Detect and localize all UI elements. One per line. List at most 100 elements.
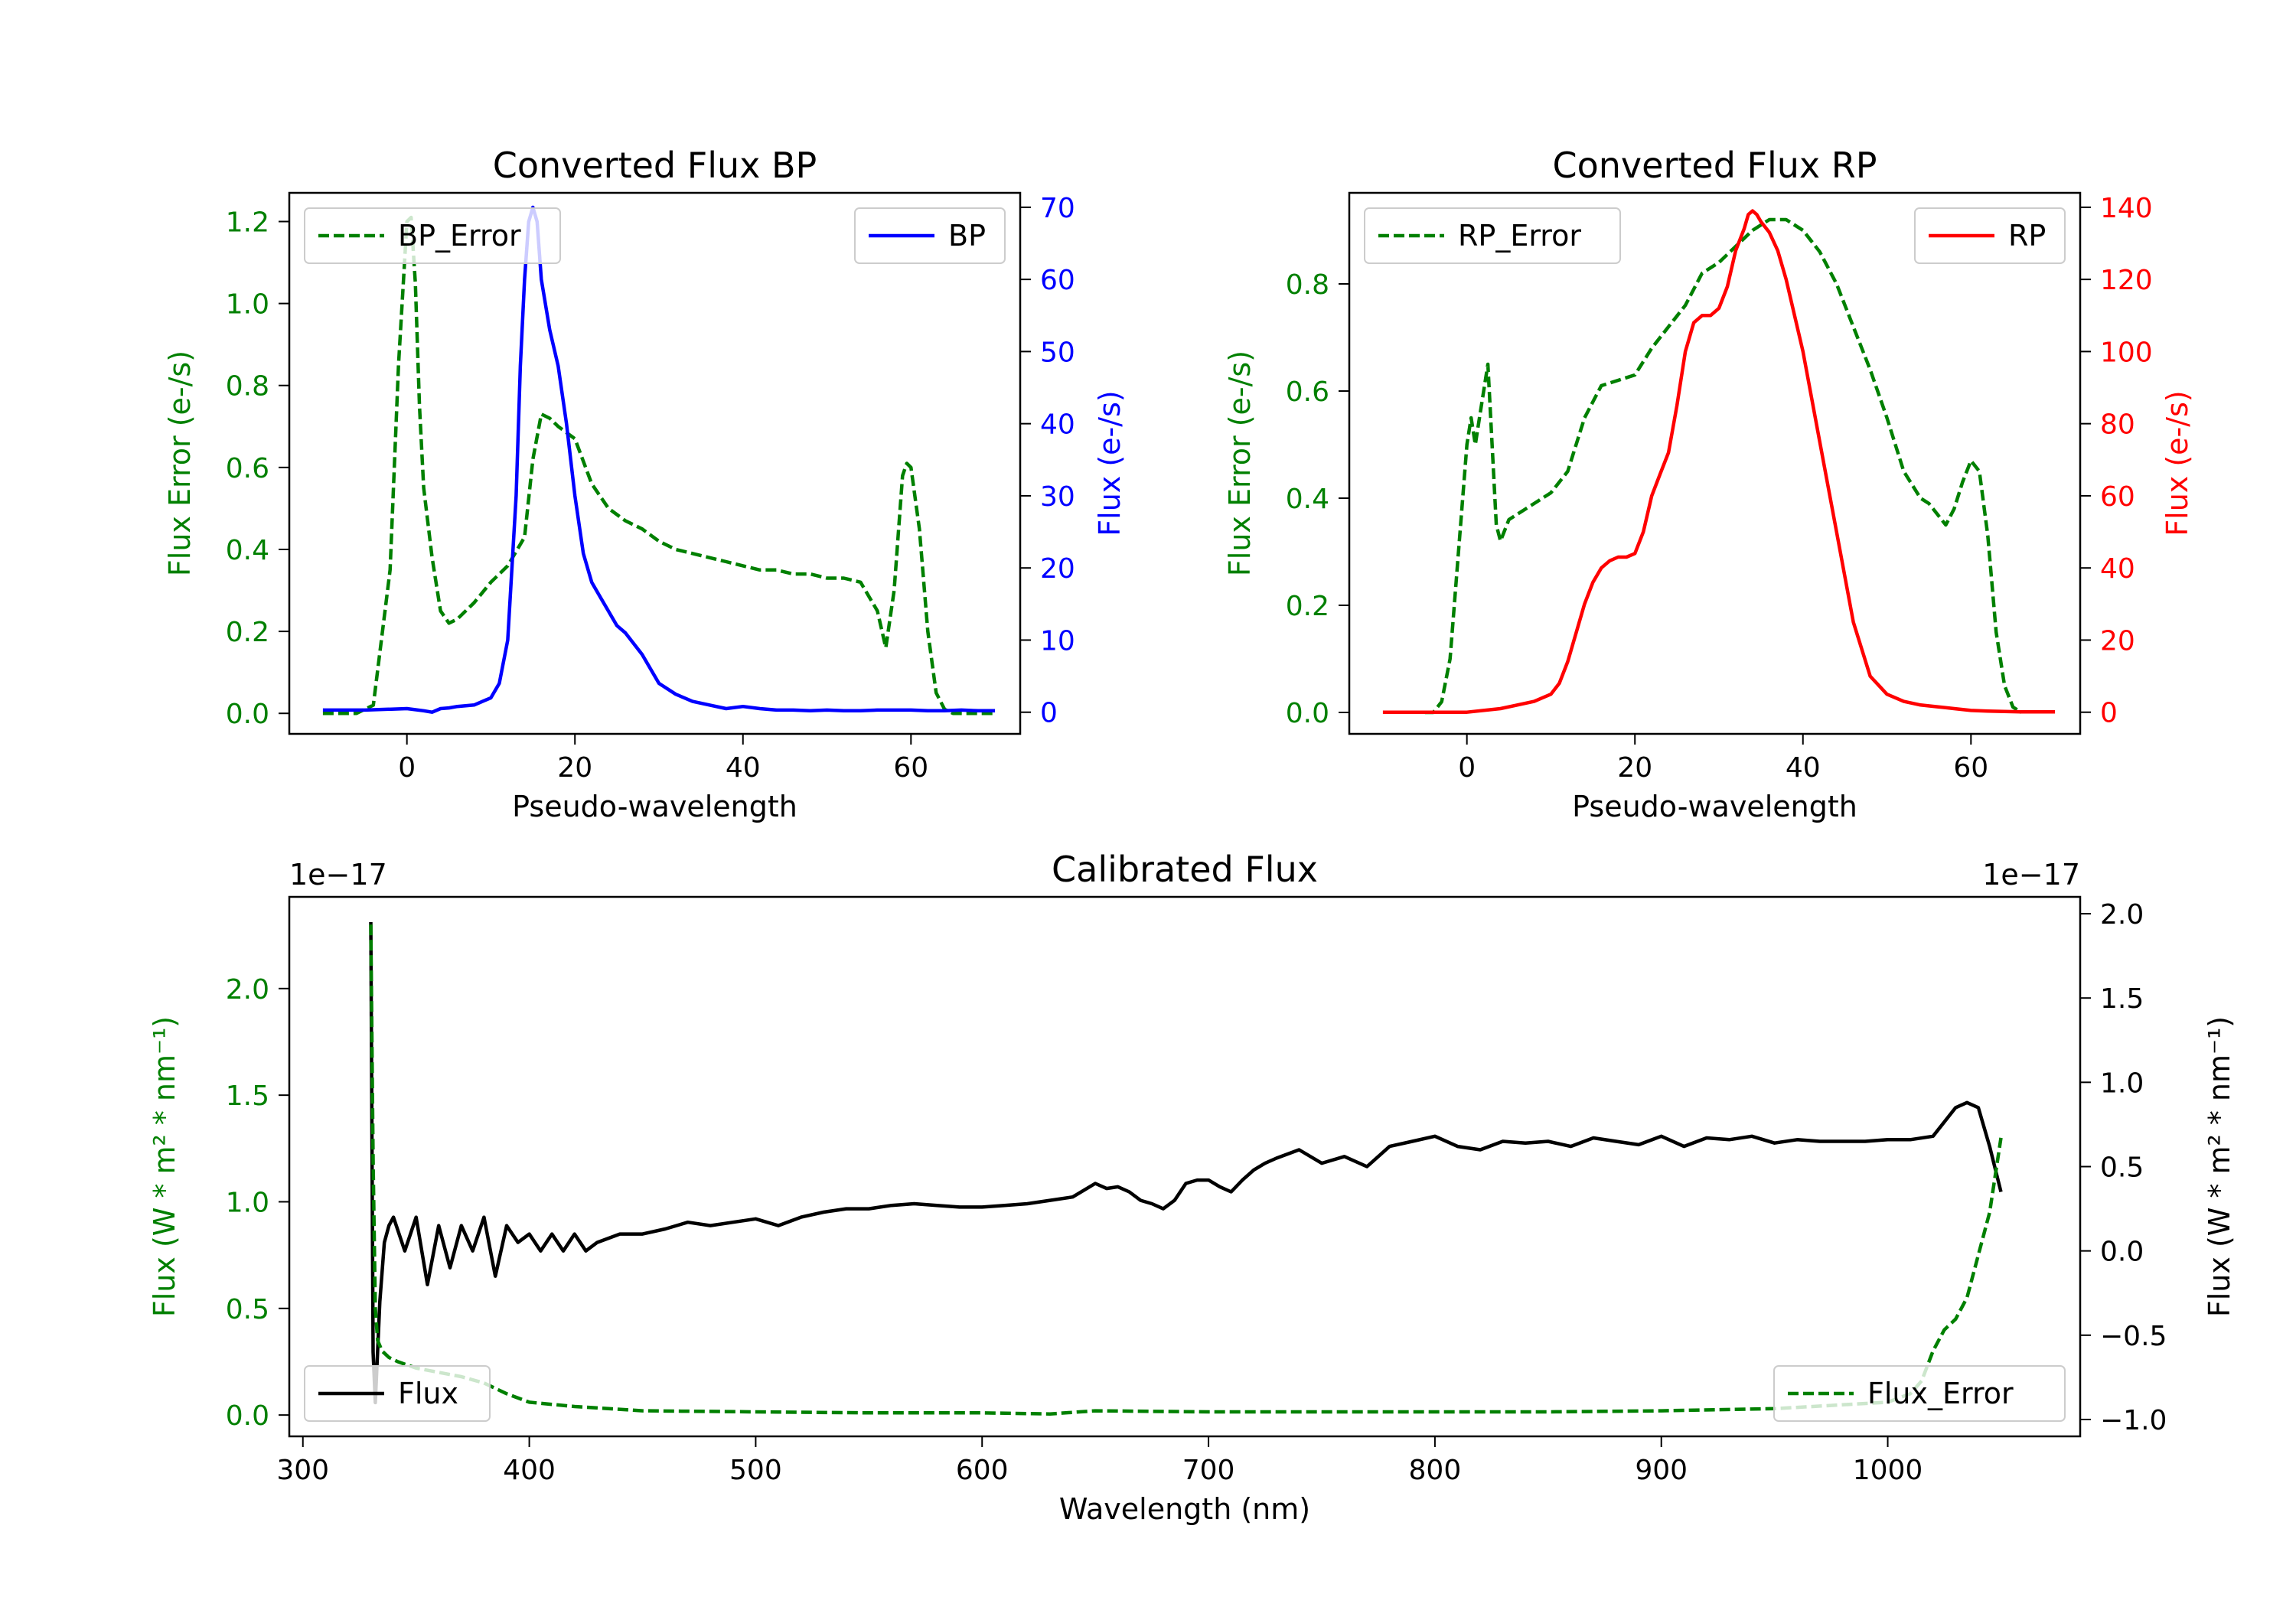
right-tick-label: 1.0 <box>2100 1068 2144 1099</box>
right-tick-label: 1.5 <box>2100 983 2144 1015</box>
legend-box <box>1364 207 1621 264</box>
x-tick-label: 400 <box>503 1455 556 1486</box>
left-offset-text: 1e−17 <box>289 858 387 892</box>
series-line-rp <box>1382 209 2056 714</box>
right-tick-label: 10 <box>1040 625 1075 657</box>
right-tick-label: 70 <box>1040 193 1075 224</box>
left-tick-label: 0.8 <box>226 371 269 403</box>
legend-flux: Flux <box>304 1365 491 1422</box>
legend-rp-error: RP_Error <box>1364 207 1621 264</box>
legend-label: RP_Error <box>1458 219 1581 253</box>
right-tick-label: 60 <box>2100 481 2135 513</box>
legend-label: BP <box>948 219 986 253</box>
legend-bp-error: BP_Error <box>304 207 561 264</box>
x-tick-label: 60 <box>893 752 928 784</box>
legend-box <box>304 1365 491 1422</box>
left-tick-label: 0.0 <box>226 699 269 730</box>
right-tick-label: 60 <box>1040 265 1075 296</box>
x-tick-label: 40 <box>726 752 761 784</box>
x-tick-label: 40 <box>1786 752 1821 784</box>
left-axis-label: Flux Error (e-/s) <box>1223 350 1257 576</box>
panel-rp: 0 20 40 60 0.0 0.2 0.4 0.6 0.8 0 20 40 60 80 100 120 140… <box>1223 145 2194 823</box>
series-line-flux-error <box>369 924 2003 1416</box>
right-axis-label: Flux (e-/s) <box>1093 390 1127 536</box>
right-tick-label: 80 <box>2100 409 2135 441</box>
chart-title: Converted Flux BP <box>493 145 817 186</box>
panel-cal: 300 400 500 600 700 800 900 1000 0.0 0.5 1.0 1.5 2.0… <box>148 849 2236 1526</box>
left-axis-label: Flux Error (e-/s) <box>163 350 197 576</box>
legend-label: Flux_Error <box>1867 1377 2014 1410</box>
x-axis-label: Pseudo-wavelength <box>512 790 797 823</box>
chart-title: Calibrated Flux <box>1052 849 1318 890</box>
legend-label: Flux <box>398 1377 458 1410</box>
left-tick-label: 2.0 <box>226 974 269 1006</box>
plot-frame <box>1348 191 2082 735</box>
left-axis-label: Flux (W * m² * nm⁻¹) <box>148 1016 181 1317</box>
legend-rp: RP <box>1914 207 2066 264</box>
x-tick-label: 500 <box>729 1455 782 1486</box>
right-axis-label: Flux (W * m² * nm⁻¹) <box>2203 1016 2236 1317</box>
x-tick-label: 60 <box>1953 752 1988 784</box>
left-tick-label: 0.0 <box>1286 698 1329 729</box>
legend-box <box>304 207 561 264</box>
x-tick-label: 1000 <box>1853 1455 1923 1486</box>
series-line-bp <box>322 205 996 714</box>
left-tick-label: 0.4 <box>1286 484 1329 515</box>
left-tick-label: 1.2 <box>226 207 269 238</box>
x-tick-label: 700 <box>1182 1455 1235 1486</box>
panel-bp: 0 20 40 60 0.0 0.2 0.4 0.6 0.8 1.0 1.2 0 10 20 30 40 50 6… <box>163 145 1127 823</box>
legend-label: BP_Error <box>398 219 521 253</box>
left-tick-label: 0.5 <box>226 1294 269 1325</box>
x-tick-label: 0 <box>1458 752 1476 784</box>
left-tick-label: 1.0 <box>226 289 269 321</box>
right-tick-label: 140 <box>2100 193 2153 224</box>
left-tick-label: 1.5 <box>226 1081 269 1112</box>
panels: 0 20 40 60 0.0 0.2 0.4 0.6 0.8 1.0 1.2 0 10 20 30 40 50 6… <box>148 145 2236 1526</box>
right-tick-label: 120 <box>2100 265 2153 296</box>
right-tick-label: 40 <box>1040 409 1075 441</box>
right-axis-label: Flux (e-/s) <box>2161 390 2194 536</box>
x-tick-label: 20 <box>1617 752 1652 784</box>
right-tick-label: 0 <box>1040 698 1058 729</box>
right-tick-label: 20 <box>2100 625 2135 657</box>
right-tick-label: 50 <box>1040 337 1075 368</box>
left-tick-label: 0.8 <box>1286 269 1329 301</box>
left-tick-label: 1.0 <box>226 1187 269 1218</box>
x-tick-label: 0 <box>398 752 416 784</box>
left-tick-label: 0.6 <box>226 453 269 484</box>
legend-flux-error: Flux_Error <box>1773 1365 2066 1422</box>
series-line-bp-error <box>322 215 996 715</box>
right-tick-label: 100 <box>2100 337 2153 368</box>
right-tick-label: 20 <box>1040 553 1075 585</box>
left-tick-label: 0.4 <box>226 535 269 566</box>
legend-box <box>1773 1365 2066 1422</box>
right-tick-label: 40 <box>2100 553 2135 585</box>
left-tick-label: 0.0 <box>226 1400 269 1432</box>
x-tick-label: 600 <box>956 1455 1009 1486</box>
left-tick-label: 0.6 <box>1286 376 1329 408</box>
legend-label: RP <box>2008 219 2046 253</box>
legend-bp: BP <box>854 207 1006 264</box>
x-tick-label: 300 <box>276 1455 329 1486</box>
right-offset-text: 1e−17 <box>1982 858 2080 892</box>
x-axis-label: Wavelength (nm) <box>1059 1492 1310 1526</box>
right-tick-label: 30 <box>1040 481 1075 513</box>
x-tick-label: 20 <box>557 752 592 784</box>
left-tick-label: 0.2 <box>226 617 269 648</box>
x-tick-label: 800 <box>1409 1455 1462 1486</box>
chart-title: Converted Flux RP <box>1553 145 1877 186</box>
plot-frame <box>288 191 1022 735</box>
right-tick-label: 0.0 <box>2100 1237 2144 1268</box>
right-tick-label: −1.0 <box>2100 1405 2167 1436</box>
x-axis-label: Pseudo-wavelength <box>1572 790 1857 823</box>
x-tick-label: 900 <box>1635 1455 1688 1486</box>
right-tick-label: −0.5 <box>2100 1321 2167 1352</box>
series-line-rp-error <box>1424 217 2023 715</box>
right-tick-label: 0.5 <box>2100 1152 2144 1184</box>
series-line-flux <box>369 921 2003 1405</box>
left-tick-label: 0.2 <box>1286 591 1329 622</box>
right-tick-label: 2.0 <box>2100 899 2144 931</box>
right-tick-label: 0 <box>2100 698 2118 729</box>
